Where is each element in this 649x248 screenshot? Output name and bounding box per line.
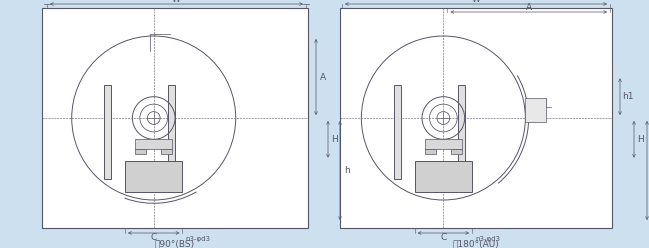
Bar bbox=[161, 149, 172, 154]
Bar bbox=[394, 85, 400, 179]
Text: 甆90°(BS): 甆90°(BS) bbox=[155, 240, 195, 248]
Bar bbox=[104, 85, 111, 179]
Text: h: h bbox=[344, 166, 350, 175]
Text: W: W bbox=[472, 0, 480, 3]
Text: n3-φd3: n3-φd3 bbox=[475, 236, 500, 242]
Bar bbox=[125, 161, 182, 192]
Bar bbox=[169, 85, 175, 179]
Text: A: A bbox=[320, 72, 326, 82]
Bar bbox=[135, 139, 172, 149]
Text: W: W bbox=[172, 0, 181, 3]
Bar bbox=[451, 149, 462, 154]
Text: C: C bbox=[151, 234, 157, 243]
Bar bbox=[425, 149, 436, 154]
Bar bbox=[340, 8, 612, 228]
Bar bbox=[458, 85, 465, 179]
Bar bbox=[525, 97, 546, 122]
Text: h1: h1 bbox=[622, 92, 634, 101]
Text: A: A bbox=[526, 2, 532, 11]
Bar bbox=[415, 161, 472, 192]
Bar bbox=[425, 139, 462, 149]
Text: H: H bbox=[332, 135, 338, 144]
Bar bbox=[42, 8, 308, 228]
Text: 右180°(AU): 右180°(AU) bbox=[452, 240, 499, 248]
Text: n3-φd3: n3-φd3 bbox=[186, 236, 210, 242]
Text: H: H bbox=[637, 135, 644, 144]
Text: C: C bbox=[440, 234, 447, 243]
Bar bbox=[135, 149, 146, 154]
